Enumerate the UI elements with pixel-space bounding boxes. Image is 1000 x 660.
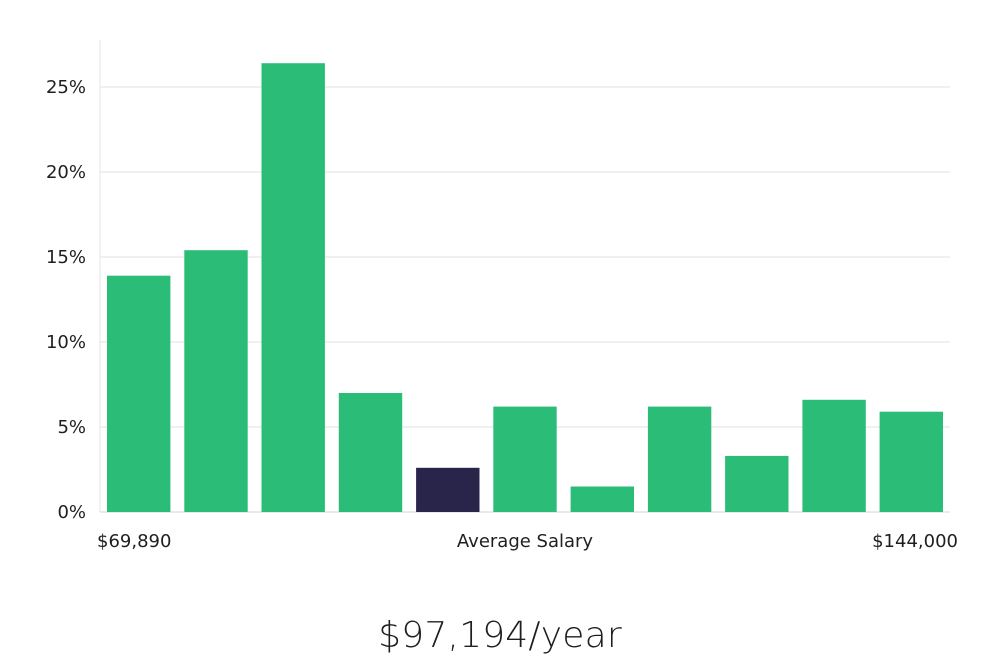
- y-tick-label: 15%: [46, 247, 86, 268]
- bar-highlighted: [416, 467, 480, 512]
- y-tick-labels: 0% 5% 10% 15% 20% 25%: [46, 77, 86, 523]
- bar: [570, 486, 634, 512]
- bar: [184, 250, 248, 512]
- y-tick-label: 25%: [46, 77, 86, 98]
- bar: [493, 406, 557, 512]
- bar: [802, 399, 866, 512]
- bar: [107, 275, 171, 512]
- bar: [338, 393, 403, 512]
- bars: [107, 63, 943, 512]
- y-tick-label: 5%: [57, 417, 86, 438]
- bar: [725, 455, 789, 512]
- y-tick-label: 20%: [46, 162, 86, 183]
- x-axis-title: Average Salary: [457, 531, 594, 552]
- bar: [879, 411, 943, 512]
- bar: [647, 406, 712, 512]
- x-min-label: $69,890: [97, 531, 171, 552]
- y-tick-label: 0%: [57, 502, 86, 523]
- average-salary-headline: $97,194/year: [378, 615, 622, 656]
- y-tick-label: 10%: [46, 332, 86, 353]
- x-max-label: $144,000: [872, 531, 958, 552]
- bar: [261, 63, 325, 512]
